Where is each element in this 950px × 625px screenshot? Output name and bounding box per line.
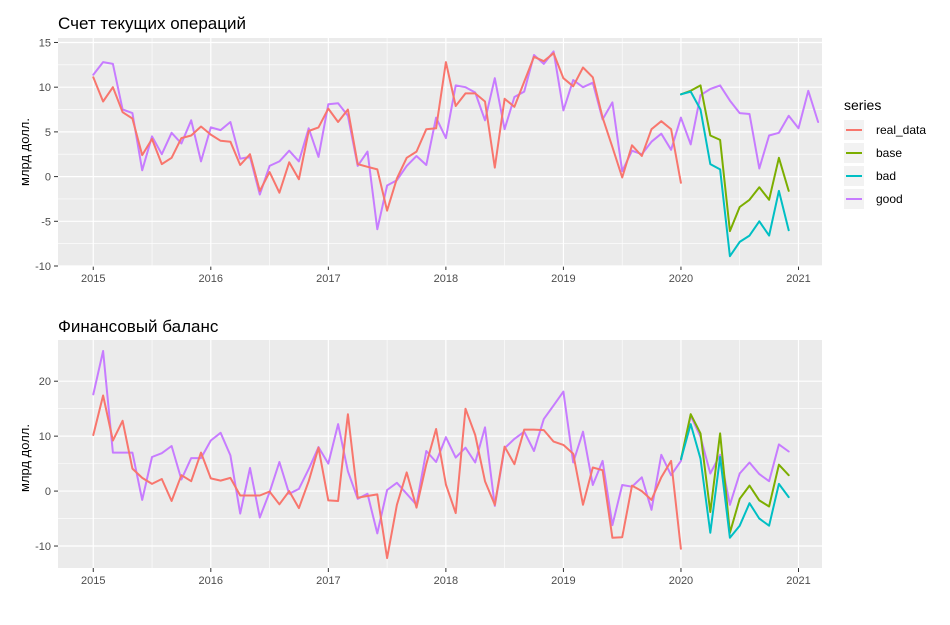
x-tick-label: 2021: [786, 575, 810, 587]
plot-panel-current-account: 2015 2016 2017 2018 2019 2020 2021 -10 -5 0 5 10 15: [35, 37, 822, 285]
x-tick-label: 2016: [199, 575, 223, 587]
x-tick-label: 2017: [316, 273, 340, 285]
y-tick-label: 20: [39, 376, 51, 388]
legend-label-bad: bad: [876, 169, 896, 183]
x-tick-label: 2020: [669, 575, 693, 587]
y-axis-label-financial-balance: млрд долл.: [17, 424, 32, 492]
y-tick-label: 15: [39, 37, 51, 49]
y-tick-label: 0: [45, 486, 51, 498]
plot-panel-financial-balance: 2015 2016 2017 2018 2019 2020 2021 -10 0 10 20: [35, 340, 822, 587]
series-line-base: [680, 413, 790, 534]
x-tick-label: 2015: [81, 273, 105, 285]
legend-label-good: good: [876, 192, 903, 206]
x-tick-label: 2016: [199, 273, 223, 285]
series-line-bad: [680, 423, 790, 539]
y-tick-label: -10: [35, 261, 51, 273]
series-line-real_data: [92, 394, 682, 560]
x-tick-label: 2021: [786, 273, 810, 285]
y-axis-label-current-account: млрд долл.: [17, 118, 32, 186]
y-tick-label: -5: [41, 216, 51, 228]
plot-background-current-account: [58, 38, 822, 266]
x-tick-label: 2019: [551, 575, 575, 587]
panel-title-current-account: Счет текущих операций: [58, 14, 246, 33]
legend-label-real_data: real_data: [876, 123, 926, 137]
x-tick-label: 2015: [81, 575, 105, 587]
x-tick-label: 2019: [551, 273, 575, 285]
y-tick-label: 0: [45, 172, 51, 184]
y-tick-label: 10: [39, 82, 51, 94]
series-line-bad: [680, 90, 790, 258]
series-line-good: [92, 50, 820, 231]
series-line-base: [680, 84, 790, 233]
y-tick-label: 5: [45, 127, 51, 139]
legend-title: series: [844, 97, 881, 113]
x-tick-label: 2017: [316, 575, 340, 587]
series-line-real_data: [92, 52, 682, 212]
x-tick-label: 2018: [434, 273, 458, 285]
x-tick-label: 2020: [669, 273, 693, 285]
legend-label-base: base: [876, 146, 902, 160]
x-tick-label: 2018: [434, 575, 458, 587]
panel-title-financial-balance: Финансовый баланс: [58, 317, 219, 336]
y-tick-label: 10: [39, 431, 51, 443]
y-tick-label: -10: [35, 541, 51, 553]
